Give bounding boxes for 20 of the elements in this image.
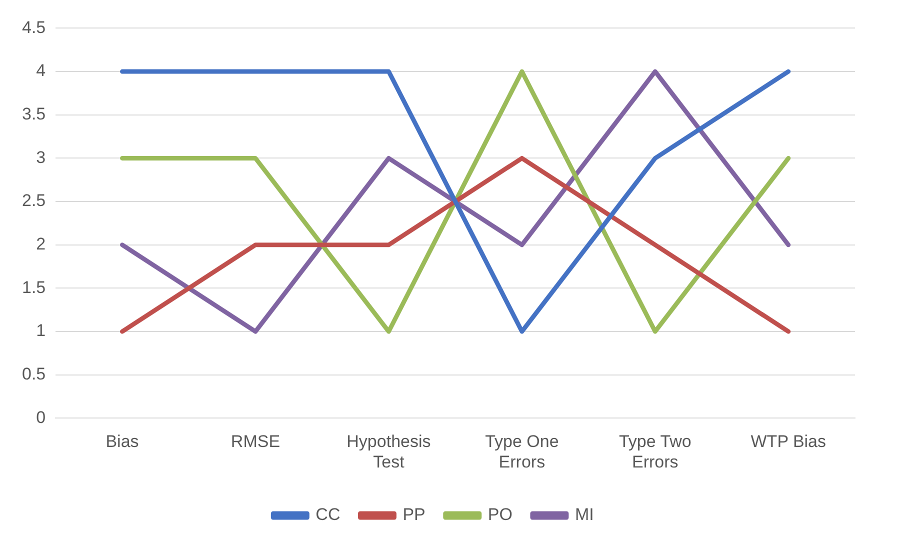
y-tick-label: 0.5	[22, 364, 46, 384]
x-tick-label: Type Two Errors	[618, 432, 692, 472]
y-tick-label: 4.5	[22, 18, 46, 37]
legend-label: PO	[488, 505, 512, 524]
legend-label: CC	[316, 505, 340, 524]
y-tick-label: 3.5	[22, 104, 46, 124]
legend-label: PP	[402, 505, 426, 524]
legend-label: MI	[574, 505, 594, 524]
x-tick-label: RMSE	[230, 432, 280, 452]
x-tick-label: Hypothesis Test	[346, 432, 431, 472]
y-tick-label: 2.5	[22, 191, 46, 210]
y-tick-label: 1.5	[22, 278, 46, 297]
y-tick-label: 1	[36, 321, 46, 340]
y-tick-label: 4	[36, 61, 46, 80]
x-tick-label: WTP Bias	[750, 432, 826, 452]
x-tick-label: Type One Errors	[485, 432, 559, 472]
y-tick-label: 2	[36, 234, 46, 254]
y-tick-label: 3	[36, 148, 46, 167]
y-tick-label: 0	[36, 408, 46, 427]
x-tick-label: Bias	[106, 432, 139, 452]
